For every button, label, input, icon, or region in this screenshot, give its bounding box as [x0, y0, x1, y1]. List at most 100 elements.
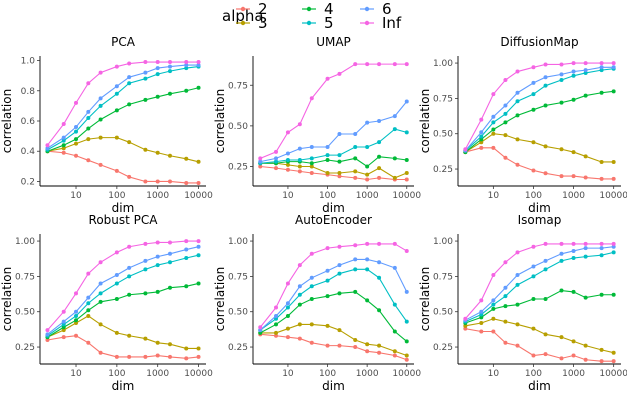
data-point	[297, 263, 302, 268]
x-axis-label: dim	[528, 379, 551, 393]
panel-diffusionmap: DiffusionMap 0.25 0.50 0.75 1.00 10 100 1000 100…	[418, 35, 627, 215]
data-point	[98, 135, 103, 140]
data-point	[143, 336, 148, 341]
data-point	[325, 278, 330, 283]
data-point	[309, 145, 314, 149]
data-point	[143, 267, 148, 272]
legend-item-6: 6	[360, 0, 392, 18]
data-point	[365, 298, 370, 303]
data-point	[184, 156, 189, 161]
data-point	[559, 174, 564, 179]
data-point	[337, 71, 342, 76]
series-alpha-inf	[45, 239, 201, 333]
series-line	[465, 251, 614, 323]
data-point	[61, 143, 66, 148]
data-point	[404, 99, 409, 104]
data-point	[285, 326, 290, 331]
data-point	[543, 62, 548, 67]
data-point	[503, 294, 508, 299]
y-tick-label: 0.75	[15, 272, 35, 282]
data-point	[611, 65, 616, 70]
data-point	[599, 253, 604, 258]
data-point	[155, 66, 160, 71]
data-point	[325, 294, 330, 299]
data-point	[599, 159, 604, 164]
x-tick-label: 1000	[356, 369, 379, 379]
data-point	[365, 172, 370, 177]
data-point	[74, 313, 79, 318]
x-tick-label: 10	[282, 369, 294, 379]
data-point	[184, 63, 189, 68]
data-point	[167, 285, 172, 290]
series-line	[464, 68, 614, 152]
data-point	[583, 246, 588, 251]
series-alpha-inf	[463, 241, 616, 321]
data-point	[196, 354, 201, 359]
data-point	[155, 353, 160, 358]
data-point	[515, 282, 520, 287]
data-point	[61, 122, 66, 127]
series-line	[259, 243, 408, 328]
y-tick-label: 0.75	[228, 81, 248, 91]
data-point	[503, 304, 508, 309]
data-point	[599, 347, 604, 352]
data-point	[167, 179, 172, 184]
series-line	[260, 333, 407, 361]
series-line	[464, 62, 614, 150]
x-tick-label: 10	[488, 191, 500, 201]
data-point	[365, 257, 370, 262]
series-alpha-6	[45, 63, 201, 151]
y-tick-label: 1.00	[15, 237, 35, 247]
data-point	[325, 323, 330, 328]
data-point	[571, 256, 576, 261]
series-alpha-4	[463, 288, 616, 326]
data-point	[463, 147, 468, 152]
data-point	[559, 62, 564, 67]
data-point	[98, 96, 103, 101]
data-point	[491, 316, 496, 321]
data-point	[127, 102, 132, 107]
series-alpha-inf	[463, 61, 616, 152]
data-point	[491, 272, 496, 277]
data-point	[274, 159, 279, 164]
y-tick-label: 0.75	[228, 272, 248, 282]
series-line	[47, 335, 199, 359]
data-point	[274, 313, 279, 318]
data-point	[491, 298, 496, 303]
data-point	[196, 253, 201, 258]
series-line	[47, 254, 199, 337]
y-axis-label: correlation	[418, 267, 432, 331]
data-point	[515, 322, 520, 327]
data-point	[392, 265, 397, 270]
data-point	[258, 164, 263, 169]
x-tick-label: 1000	[146, 191, 169, 201]
y-tick-label: 1.00	[433, 237, 453, 247]
data-point	[285, 158, 290, 162]
data-point	[559, 258, 564, 263]
data-point	[404, 319, 409, 324]
data-point	[611, 89, 616, 94]
data-point	[392, 127, 397, 132]
data-point	[114, 84, 119, 89]
data-point	[611, 359, 616, 364]
data-point	[98, 70, 103, 75]
data-point	[491, 131, 496, 136]
data-point	[86, 308, 91, 313]
y-tick-label: 0.25	[433, 165, 453, 175]
data-point	[258, 159, 263, 164]
data-point	[559, 72, 564, 77]
data-point	[45, 143, 50, 148]
data-point	[337, 328, 342, 333]
data-point	[258, 330, 263, 335]
y-tick-label: 0.2	[21, 177, 35, 187]
data-point	[127, 333, 132, 338]
data-point	[74, 333, 79, 338]
data-point	[74, 100, 79, 105]
data-point	[515, 99, 520, 104]
data-point	[404, 130, 409, 135]
data-point	[531, 274, 536, 279]
panel-title: UMAP	[316, 35, 351, 49]
legend-item-inf: Inf	[360, 14, 402, 32]
data-point	[86, 271, 91, 276]
series-alpha-3	[258, 322, 409, 358]
